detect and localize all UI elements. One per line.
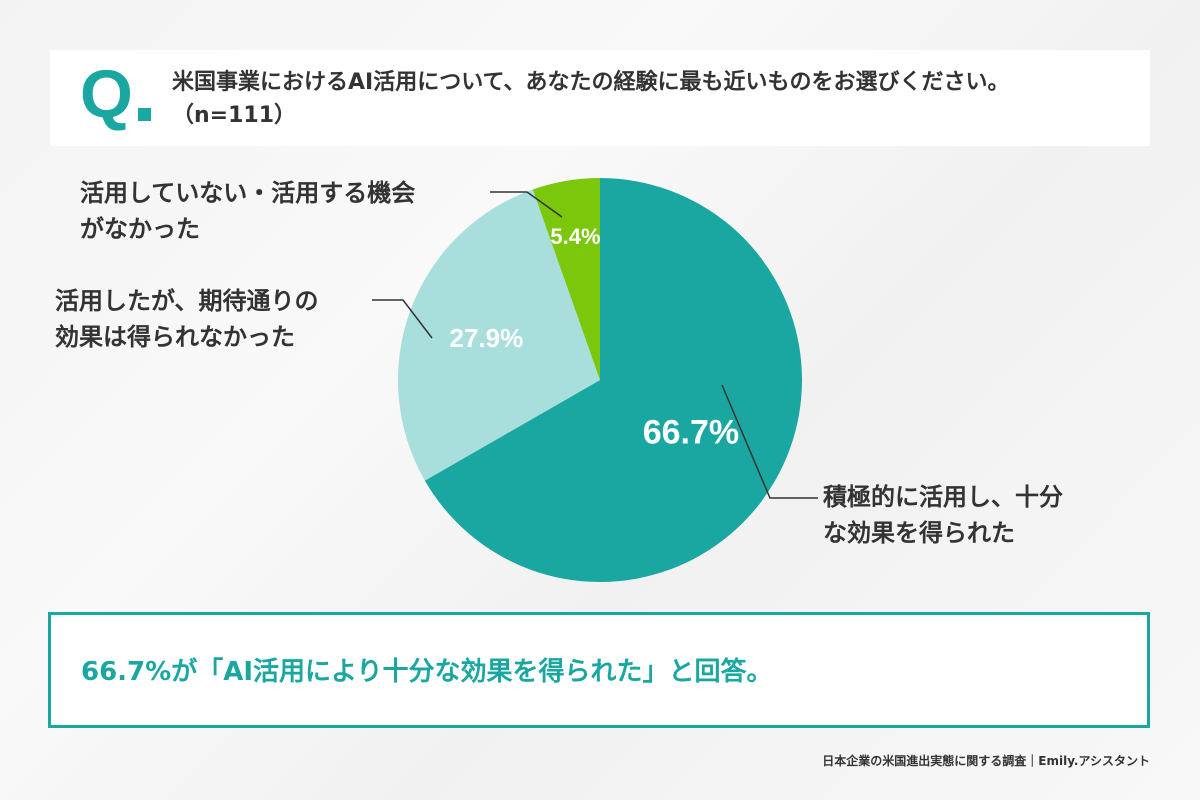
value-label-a: 66.7% xyxy=(643,414,739,452)
slice-label-c: 活用していない・活用する機会 がなかった xyxy=(80,179,416,243)
pie-slice-c xyxy=(532,178,600,380)
question-mark-dot xyxy=(138,108,151,121)
question-mark: Q xyxy=(80,56,133,132)
leader-line-a xyxy=(721,384,818,499)
question-line-2: （n=111） xyxy=(172,103,297,128)
summary-box: 66.7%が「AI活用により十分な効果を得られた」と回答。 xyxy=(48,612,1150,728)
slice-label-a: 積極的に活用し、十分 な効果を得られた xyxy=(823,483,1063,547)
leader-line-b xyxy=(372,299,433,339)
slice-label-b: 活用したが、期待通りの 効果は得られなかった xyxy=(55,287,319,351)
summary-text: 66.7%が「AI活用により十分な効果を得られた」と回答。 xyxy=(81,657,773,687)
leader-line-c xyxy=(490,191,563,218)
question-box: Q 米国事業におけるAI活用について、あなたの経験に最も近いものをお選びください… xyxy=(50,50,1150,146)
source-credit: 日本企業の米国進出実態に関する調査｜Emily.アシスタント xyxy=(822,754,1150,768)
value-label-c: 5.4% xyxy=(550,224,600,249)
pie-slice-a xyxy=(424,178,803,582)
question-line-1: 米国事業におけるAI活用について、あなたの経験に最も近いものをお選びください。 xyxy=(172,70,1010,95)
pie-slice-b xyxy=(398,189,600,481)
question-text: 米国事業におけるAI活用について、あなたの経験に最も近いものをお選びください。 … xyxy=(172,66,1132,132)
value-label-b: 27.9% xyxy=(449,323,523,353)
